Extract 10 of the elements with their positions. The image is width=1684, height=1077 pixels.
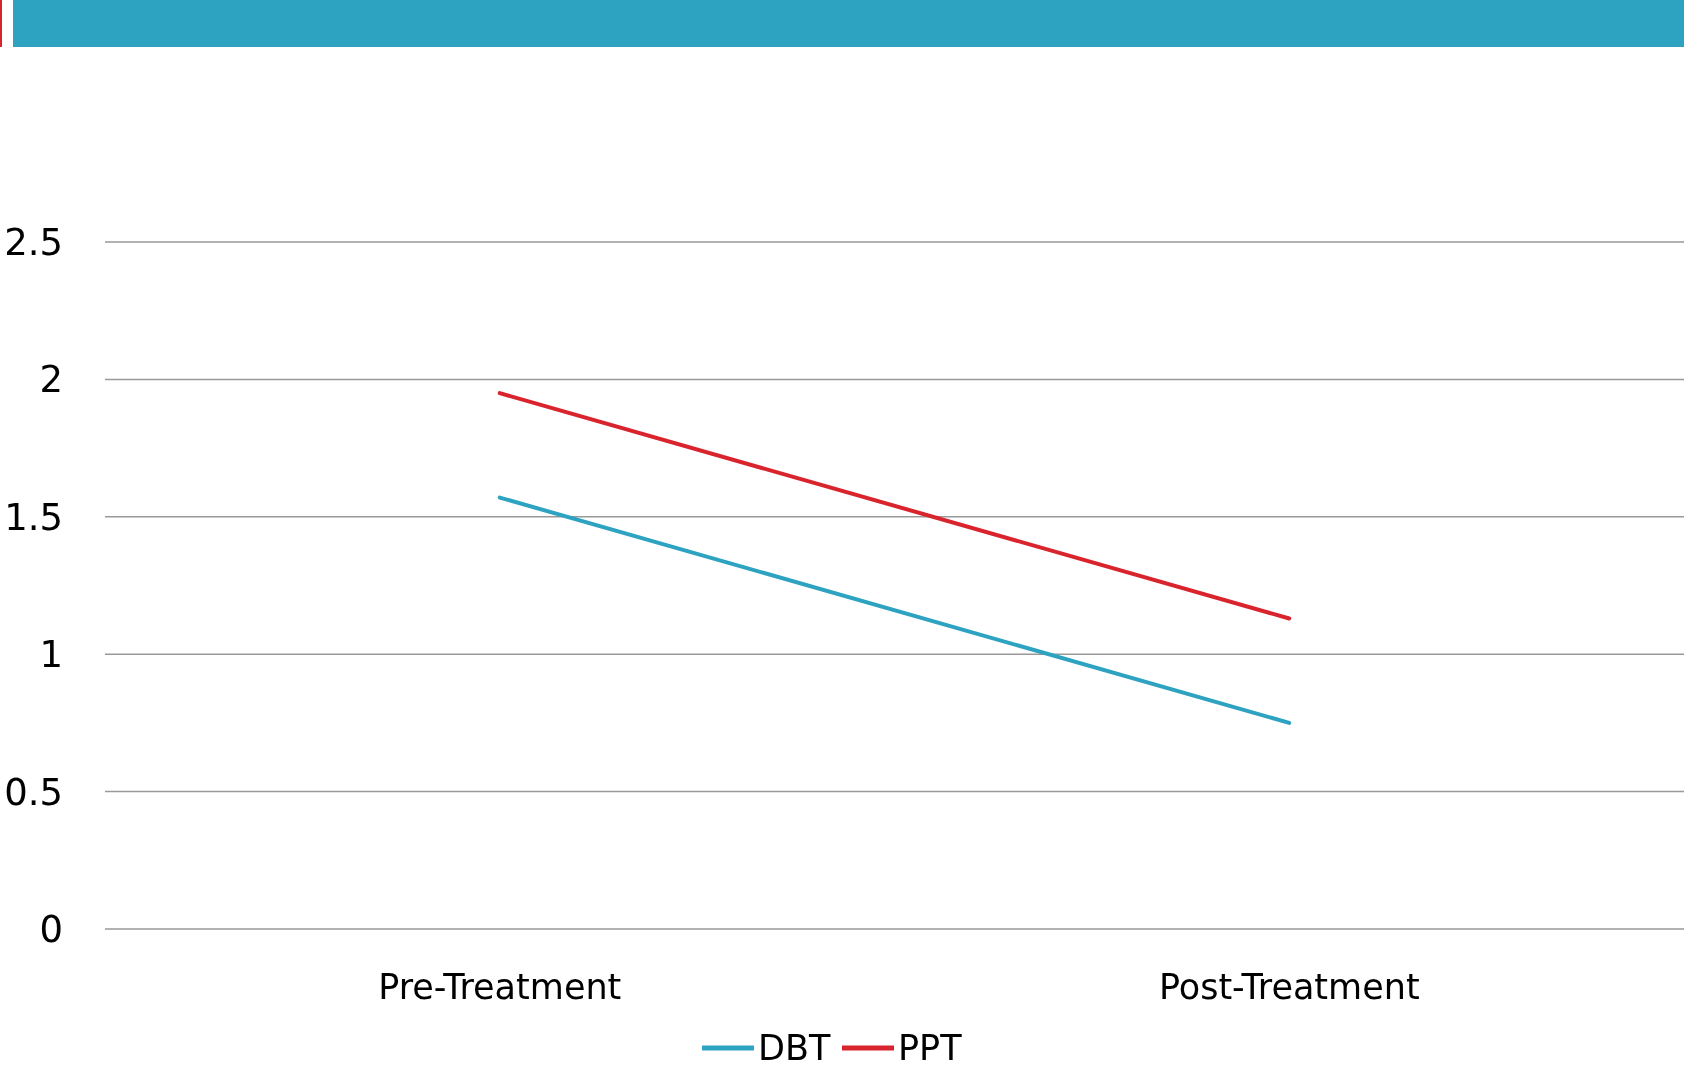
legend-label: DBT <box>758 1028 831 1068</box>
y-tick-label: 2 <box>39 358 63 402</box>
y-tick-label: 1 <box>39 633 63 677</box>
y-tick-label: 0 <box>39 907 63 951</box>
x-tick-label: Post-Treatment <box>1158 967 1420 1007</box>
x-tick-label: Pre-Treatment <box>378 967 622 1007</box>
y-tick-label: 2.5 <box>4 220 63 264</box>
legend-label: PPT <box>898 1028 963 1068</box>
y-tick-label: 0.5 <box>4 770 63 814</box>
y-tick-label: 1.5 <box>4 495 63 539</box>
